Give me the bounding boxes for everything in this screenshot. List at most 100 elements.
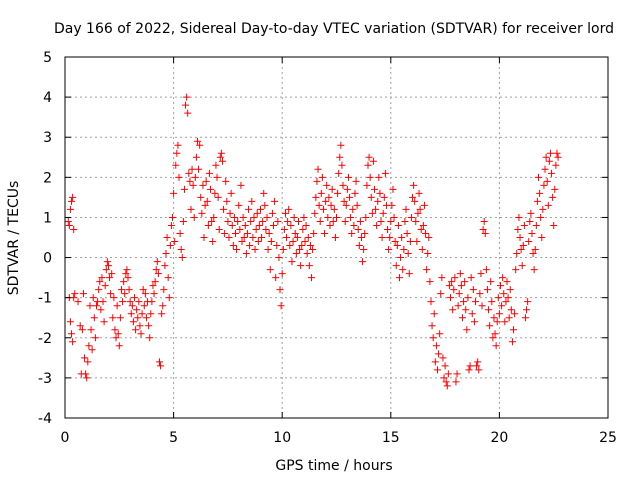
data-point — [294, 217, 302, 225]
data-point — [462, 306, 470, 314]
data-point — [103, 258, 111, 266]
data-point — [268, 209, 276, 217]
data-point — [74, 298, 82, 306]
data-point — [362, 213, 370, 221]
data-point — [422, 229, 430, 237]
data-point — [86, 302, 94, 310]
data-point — [513, 250, 521, 258]
data-point — [170, 189, 178, 197]
data-point — [445, 282, 453, 290]
data-point — [407, 213, 415, 221]
data-point — [314, 165, 322, 173]
data-point — [251, 246, 259, 254]
data-point — [419, 221, 427, 229]
data-point — [532, 221, 540, 229]
data-point — [356, 217, 364, 225]
data-point — [485, 306, 493, 314]
data-point — [128, 302, 136, 310]
data-point — [515, 213, 523, 221]
data-point — [147, 310, 155, 318]
data-point — [354, 225, 362, 233]
data-point — [100, 318, 108, 326]
data-point — [325, 193, 333, 201]
data-point — [389, 185, 397, 193]
data-point — [224, 217, 232, 225]
data-point — [466, 362, 474, 370]
x-tick-label: 15 — [382, 430, 400, 446]
data-point — [155, 358, 163, 366]
data-point — [330, 205, 338, 213]
data-point — [552, 161, 560, 169]
data-point — [169, 213, 177, 221]
data-point — [160, 286, 168, 294]
data-point — [185, 169, 193, 177]
axes-frame — [64, 56, 609, 419]
data-point — [207, 185, 215, 193]
data-point — [543, 177, 551, 185]
data-point — [280, 225, 288, 233]
data-point — [366, 173, 374, 181]
data-point — [286, 242, 294, 250]
data-point — [486, 322, 494, 330]
data-point — [114, 330, 122, 338]
data-point — [503, 278, 511, 286]
data-point — [530, 266, 538, 274]
data-point — [346, 193, 354, 201]
data-point — [96, 278, 104, 286]
data-point — [526, 217, 534, 225]
data-point — [124, 274, 132, 282]
data-point — [265, 229, 273, 237]
x-tick-label: 20 — [490, 430, 508, 446]
data-point — [135, 298, 143, 306]
data-point — [108, 270, 116, 278]
data-point — [438, 274, 446, 282]
data-point — [511, 310, 519, 318]
data-point — [430, 310, 438, 318]
data-point — [388, 201, 396, 209]
data-point — [473, 362, 481, 370]
data-point — [375, 173, 383, 181]
data-point — [548, 169, 556, 177]
data-point — [518, 262, 526, 270]
data-point — [248, 197, 256, 205]
data-point — [266, 266, 274, 274]
data-point — [523, 306, 531, 314]
data-point — [180, 185, 188, 193]
data-point — [493, 318, 501, 326]
data-point — [468, 310, 476, 318]
data-point — [533, 197, 541, 205]
data-point — [66, 205, 74, 213]
data-point — [410, 181, 418, 189]
data-point — [284, 217, 292, 225]
data-point — [84, 358, 92, 366]
data-point — [177, 246, 185, 254]
data-point — [149, 282, 157, 290]
data-point — [221, 229, 229, 237]
data-point — [357, 234, 365, 241]
data-point — [211, 189, 219, 197]
data-point — [276, 286, 284, 294]
data-point — [186, 177, 194, 185]
data-point — [367, 193, 375, 201]
data-point — [335, 169, 343, 177]
data-point — [444, 370, 452, 378]
data-point — [338, 161, 346, 169]
data-point — [512, 266, 520, 274]
data-point — [255, 221, 263, 229]
data-point — [467, 274, 475, 282]
data-point — [457, 282, 465, 290]
data-point — [123, 266, 131, 274]
y-tick-label: -1 — [38, 291, 52, 307]
data-point — [215, 225, 223, 233]
data-point — [553, 149, 561, 157]
data-point — [308, 274, 316, 282]
data-point — [283, 234, 291, 241]
data-point — [299, 225, 307, 233]
data-point — [333, 213, 340, 221]
data-point — [461, 278, 469, 286]
data-point — [163, 234, 171, 241]
data-point — [502, 298, 510, 306]
data-point — [542, 153, 550, 161]
data-point — [127, 310, 135, 318]
data-point — [296, 246, 304, 254]
